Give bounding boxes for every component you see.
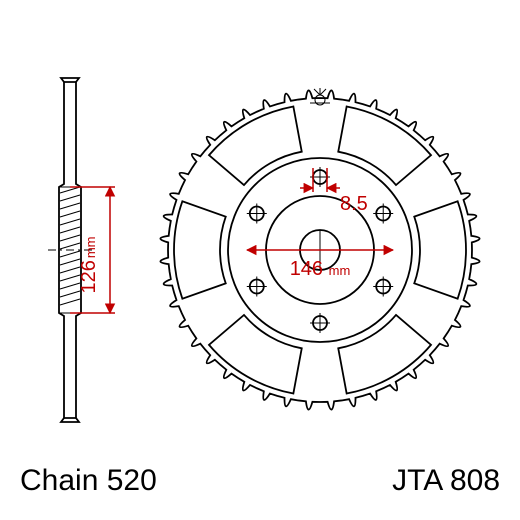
dim-8-5: 8.5	[300, 168, 368, 215]
dim-146-val: 146	[290, 258, 323, 280]
svg-text:146 mm: 146 mm	[290, 258, 351, 280]
dim-85-val: 8.5	[340, 193, 368, 215]
dim-126-val: 126	[78, 260, 100, 293]
part-number: JTA 808	[392, 464, 500, 497]
logo-icon	[310, 88, 330, 105]
dim-146-unit: mm	[329, 263, 351, 278]
chain-label: Chain 520	[20, 464, 157, 497]
dim-126-unit: mm	[83, 236, 98, 258]
dim-126: 126mm	[70, 187, 115, 313]
